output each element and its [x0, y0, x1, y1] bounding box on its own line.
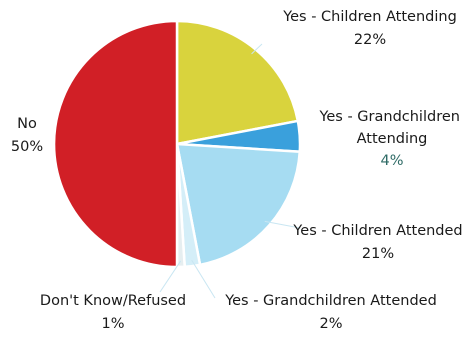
label-grandchildren-attending-line1: Yes - Grandchildren: [318, 109, 460, 125]
label-children-attending: Yes - Children Attending: [282, 9, 457, 25]
value-no: 50%: [11, 139, 43, 155]
leader-line: [192, 260, 215, 298]
value-grandchildren-attending: 4%: [380, 153, 403, 169]
pie-slices: [54, 21, 300, 267]
value-grandchildren-attended: 2%: [319, 316, 342, 332]
pie-slice-no: [54, 21, 177, 267]
label-grandchildren-attended: Yes - Grandchildren Attended: [224, 293, 437, 309]
label-grandchildren-attending: Yes - Grandchildren Attending: [318, 109, 464, 147]
value-dont-know: 1%: [101, 316, 124, 332]
label-grandchildren-attending-line2: Attending: [357, 131, 428, 147]
label-dont-know: Don't Know/Refused: [40, 293, 186, 309]
label-children-attended: Yes - Children Attended: [292, 223, 462, 239]
value-children-attended: 21%: [362, 246, 394, 262]
value-children-attending: 22%: [354, 32, 386, 48]
label-no: No: [17, 116, 37, 132]
